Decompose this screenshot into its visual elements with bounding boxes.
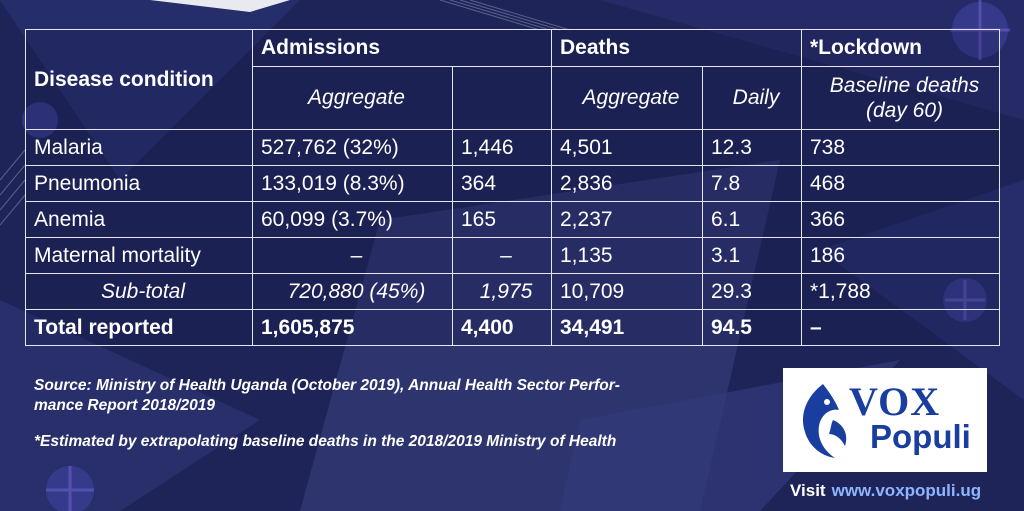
cell-deaths-daily: 29.3 [702, 273, 802, 310]
cell-condition: Anemia [25, 201, 253, 238]
cell-adm-daily: 4,400 [452, 309, 552, 346]
phoenix-icon [803, 384, 847, 458]
table-row: Anemia 60,099 (3.7%) 165 2,237 6.1 366 [25, 201, 1000, 238]
subheader-deaths-aggregate: Aggregate [551, 66, 703, 130]
cell-adm-daily: 1,975 [452, 273, 552, 310]
subheader-admissions-aggregate: Aggregate [252, 66, 453, 130]
table-row: Maternal mortality – – 1,135 3.1 186 [25, 237, 1000, 274]
source-note-line1: Source: Ministry of Health Uganda (Octob… [34, 377, 620, 394]
estimate-note: *Estimated by extrapolating baseline dea… [34, 433, 617, 450]
cell-deaths-daily: 12.3 [702, 129, 802, 166]
total-row: Total reported 1,605,875 4,400 34,491 94… [25, 309, 1000, 346]
cell-condition: Pneumonia [25, 165, 253, 202]
cell-deaths-daily: 3.1 [702, 237, 802, 274]
cell-baseline: *1,788 [801, 273, 1000, 310]
visit-url-link[interactable]: www.voxpopuli.ug [831, 481, 982, 500]
cell-deaths-daily: 7.8 [702, 165, 802, 202]
subheader-row: Aggregate Aggregate Daily Baseline death… [26, 66, 1000, 130]
visit-label: Visit [790, 481, 826, 500]
data-table: Disease condition Admissions Deaths *Loc… [25, 29, 1000, 346]
col-header-condition: Disease condition [25, 29, 253, 130]
subtotal-row: Sub-total 720,880 (45%) 1,975 10,709 29.… [25, 273, 1000, 310]
cell-adm-daily: 364 [452, 165, 552, 202]
cell-adm-aggregate: 720,880 (45%) [252, 273, 453, 310]
cell-deaths-aggregate: 4,501 [551, 129, 703, 166]
subheader-baseline: Baseline deaths (day 60) [801, 66, 1000, 130]
source-note-line2: mance Report 2018/2019 [34, 397, 215, 414]
col-header-admissions: Admissions [252, 29, 552, 67]
cell-deaths-daily: 6.1 [702, 201, 802, 238]
cell-baseline: 186 [801, 237, 1000, 274]
subheader-baseline-line2: (day 60) [865, 99, 944, 122]
cell-deaths-daily: 94.5 [702, 309, 802, 346]
cell-deaths-aggregate: 2,237 [551, 201, 703, 238]
subheader-baseline-line1: Baseline deaths [829, 74, 980, 97]
header-row: Disease condition Admissions Deaths *Loc… [25, 29, 1000, 130]
subheader-deaths-daily: Daily [702, 66, 802, 130]
cell-adm-aggregate: – [252, 237, 453, 274]
cell-condition: Malaria [25, 129, 253, 166]
logo-word-populi: Populi [870, 418, 971, 455]
cell-baseline: 468 [801, 165, 1000, 202]
cell-adm-aggregate: 527,762 (32%) [252, 129, 453, 166]
cell-deaths-aggregate: 2,836 [551, 165, 703, 202]
cell-adm-daily: – [452, 237, 552, 274]
cell-condition: Sub-total [25, 273, 253, 310]
cell-deaths-aggregate: 34,491 [551, 309, 703, 346]
source-note: Source: Ministry of Health Uganda (Octob… [34, 376, 620, 416]
cell-deaths-aggregate: 1,135 [551, 237, 703, 274]
cell-adm-aggregate: 1,605,875 [252, 309, 453, 346]
cell-adm-daily: 165 [452, 201, 552, 238]
cell-baseline: – [801, 309, 1000, 346]
visit-line: Visit www.voxpopuli.ug [790, 481, 981, 501]
table-row: Malaria 527,762 (32%) 1,446 4,501 12.3 7… [25, 129, 1000, 166]
cell-adm-aggregate: 133,019 (8.3%) [252, 165, 453, 202]
cell-deaths-aggregate: 10,709 [551, 273, 703, 310]
cell-adm-aggregate: 60,099 (3.7%) [252, 201, 453, 238]
table-row: Pneumonia 133,019 (8.3%) 364 2,836 7.8 4… [25, 165, 1000, 202]
cell-condition: Total reported [25, 309, 253, 346]
cell-condition: Maternal mortality [25, 237, 253, 274]
col-header-deaths: Deaths [551, 29, 802, 67]
cell-adm-daily: 1,446 [452, 129, 552, 166]
logo-word-vox: VOX [849, 379, 941, 424]
col-header-lockdown: *Lockdown [801, 29, 1000, 67]
subheader-admissions-daily [452, 66, 552, 130]
cell-baseline: 738 [801, 129, 1000, 166]
cell-baseline: 366 [801, 201, 1000, 238]
